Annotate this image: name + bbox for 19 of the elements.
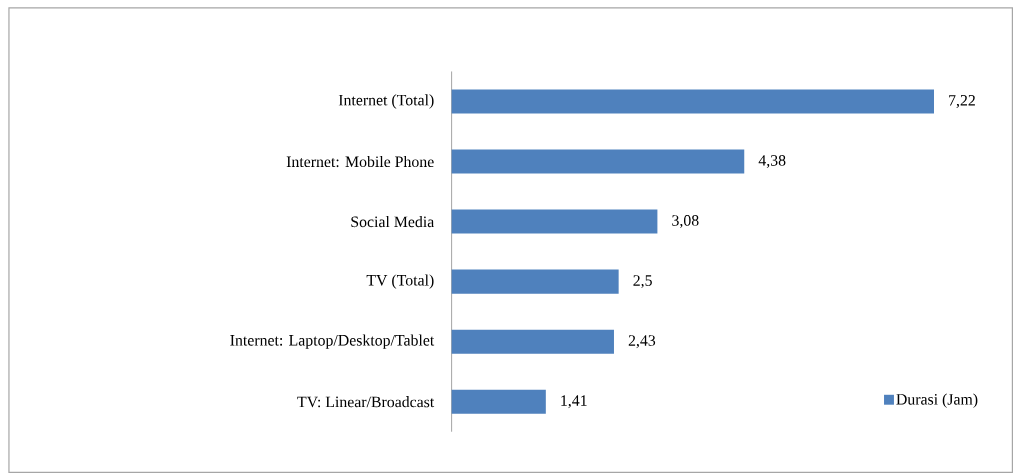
y-tick-label: TV: Linear/Broadcast (297, 396, 435, 408)
bar (451, 209, 658, 234)
bar (451, 149, 745, 174)
data-label: 2,43 (628, 335, 656, 349)
y-tick-label: Internet: Laptop/Desktop/Tablet (230, 334, 435, 349)
bar (451, 329, 614, 354)
data-label: 2,5 (633, 275, 652, 289)
legend-label: Durasi (Jam) (896, 393, 978, 408)
data-label: 4,38 (758, 155, 786, 168)
y-tick-label: Internet: Mobile Phone (286, 155, 434, 168)
y-tick-label: Social Media (351, 216, 435, 228)
bar (451, 269, 619, 294)
bar (451, 89, 934, 114)
bar (451, 389, 546, 414)
y-tick-label: Internet (Total) (338, 94, 434, 109)
y-tick-label: TV (Total) (366, 274, 434, 289)
data-label: 3,08 (672, 215, 699, 229)
data-label: 1,41 (561, 395, 587, 409)
data-label: 7,22 (949, 95, 975, 108)
